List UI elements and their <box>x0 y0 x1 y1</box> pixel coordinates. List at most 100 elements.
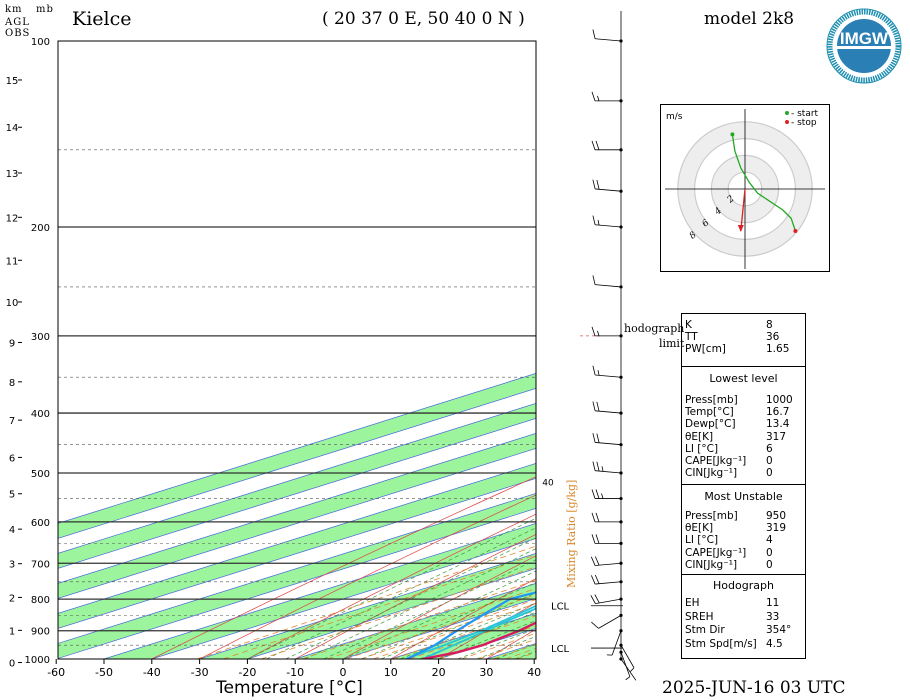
wind-barb-flag <box>596 401 600 412</box>
isotherm-band <box>58 463 536 629</box>
wind-barb-flag <box>596 179 600 190</box>
hodograph-trace <box>731 134 797 232</box>
index-row: CIN[Jkg⁻¹] 0 <box>685 559 803 571</box>
height-tick-label: 12 <box>6 213 19 224</box>
index-row: PW[cm] 1.65 <box>685 343 803 355</box>
agl-unit-label: AGL <box>5 17 30 28</box>
height-tick-label: 11 <box>6 256 19 267</box>
index-row: LI [°C] 4 <box>685 534 803 546</box>
index-value: 11 <box>766 597 780 609</box>
index-row: Stm Spd[m/s] 4.5 <box>685 638 803 650</box>
wind-barb-half-flag <box>601 493 604 499</box>
index-name: Press[mb] <box>685 394 738 406</box>
index-row: CAPE[Jkg⁻¹] 0 <box>685 547 803 559</box>
moist-adiabat <box>323 559 536 659</box>
wind-barb-flag <box>595 512 600 523</box>
valid-time: 2025-JUN-16 03 UTC <box>662 678 846 698</box>
wind-barb-flag <box>591 512 596 523</box>
x-tick-label: 40 <box>527 666 541 679</box>
hodograph-limit-line1: hodograph <box>624 322 685 335</box>
wind-barb-half-flag <box>597 95 600 102</box>
wind-barb-flag <box>592 433 596 443</box>
isotherm-line <box>58 463 536 614</box>
wind-barb-staff <box>595 470 622 474</box>
index-value: 1.65 <box>766 343 790 355</box>
isotherm-line <box>151 538 536 659</box>
wind-barb-flag <box>591 91 596 102</box>
index-row: Dewp[°C] 13.4 <box>685 418 803 430</box>
pressure-tick-label: 200 <box>31 223 50 234</box>
x-tick-label: 30 <box>479 666 493 679</box>
index-row: Temp[°C] 16.7 <box>685 406 803 418</box>
wind-barb-flag <box>592 401 596 411</box>
index-section-divider <box>682 484 805 485</box>
pressure-tick-label: 100 <box>31 37 50 48</box>
wind-barb-flag <box>596 433 600 443</box>
mixing-ratio-axis-label: Mixing Ratio [g/kg] <box>565 479 578 589</box>
plot-frame <box>57 40 537 660</box>
wind-barb-half-flag <box>625 676 631 681</box>
index-row: Press[mb] 1000 <box>685 394 803 406</box>
index-name: θE[K] <box>685 430 714 443</box>
isotherm-line <box>58 493 536 644</box>
x-tick-label: -30 <box>191 666 209 679</box>
index-value: 33 <box>766 610 780 623</box>
wind-barb-half-flag <box>597 330 600 336</box>
index-section-title: Most Unstable <box>704 490 783 503</box>
index-name: θE[K] <box>685 522 714 535</box>
index-section-divider <box>682 366 805 367</box>
index-value: 36 <box>766 331 780 343</box>
wind-barb-staff <box>595 188 622 192</box>
moist-adiabat <box>361 581 536 659</box>
mixing-ratio-line <box>327 588 536 659</box>
wind-barb-flag <box>596 461 600 472</box>
pressure-tick-label: 800 <box>31 595 50 606</box>
height-tick-label: 1 <box>9 626 15 637</box>
wind-barb-flag <box>591 534 596 544</box>
hodograph-ring-label: 6 <box>701 218 712 230</box>
wind-barb-flag <box>592 179 596 190</box>
index-row: EH 11 <box>685 597 803 609</box>
obs-unit-label: OBS <box>5 28 31 39</box>
moist-adiabat <box>342 570 536 659</box>
logo-text: IMGW <box>840 29 889 48</box>
x-tick-label: 20 <box>432 666 446 679</box>
index-value: 317 <box>766 430 787 443</box>
index-value: 354° <box>766 624 792 636</box>
height-tick-label: 6 <box>9 453 15 464</box>
wind-barb-half-flag <box>601 466 604 472</box>
index-name: CAPE[Jkg⁻¹] <box>685 455 747 467</box>
index-name: K <box>685 319 692 331</box>
x-tick-label: 0 <box>340 666 347 679</box>
x-tick-label: -10 <box>286 666 304 679</box>
isotherm-line <box>58 433 536 584</box>
wind-barb-staff <box>620 652 631 677</box>
index-row: CAPE[Jkg⁻¹] 0 <box>685 455 803 467</box>
km-unit-label: km <box>5 4 23 15</box>
index-name: LI [°C] <box>685 442 719 455</box>
index-row: SREH 33 <box>685 611 803 623</box>
wind-barb-half-flag <box>597 370 600 376</box>
indices-table: K 8 TT 36 PW[cm] 1.65 Lowest level Press[mb] 100… <box>681 313 806 659</box>
height-tick-label: 5 <box>9 490 15 501</box>
mixing-ratio-tick-label: 40 <box>542 478 554 488</box>
isotherm-line <box>58 478 536 629</box>
wind-barb-staff <box>598 615 622 629</box>
imgw-logo: IMGW <box>826 8 902 84</box>
wind-barb-flag <box>595 140 600 150</box>
wind-barb-staff <box>595 410 622 414</box>
valid-hour: 03 UTC <box>779 678 846 698</box>
wind-barb-staff <box>595 284 622 288</box>
index-row: Stm Dir 354° <box>685 624 803 636</box>
index-name: EH <box>685 597 700 609</box>
pressure-tick-label: 300 <box>31 332 50 343</box>
index-section-title: Hodograph <box>713 579 774 592</box>
mb-unit-label: mb <box>36 4 54 15</box>
index-value: 950 <box>766 510 787 522</box>
hodograph-unit: m/s <box>666 112 683 122</box>
model-name: model 2k8 <box>704 9 795 29</box>
pressure-tick-label: 700 <box>31 559 50 570</box>
lcl-label: LCL <box>551 602 570 613</box>
index-section-divider <box>682 574 805 575</box>
